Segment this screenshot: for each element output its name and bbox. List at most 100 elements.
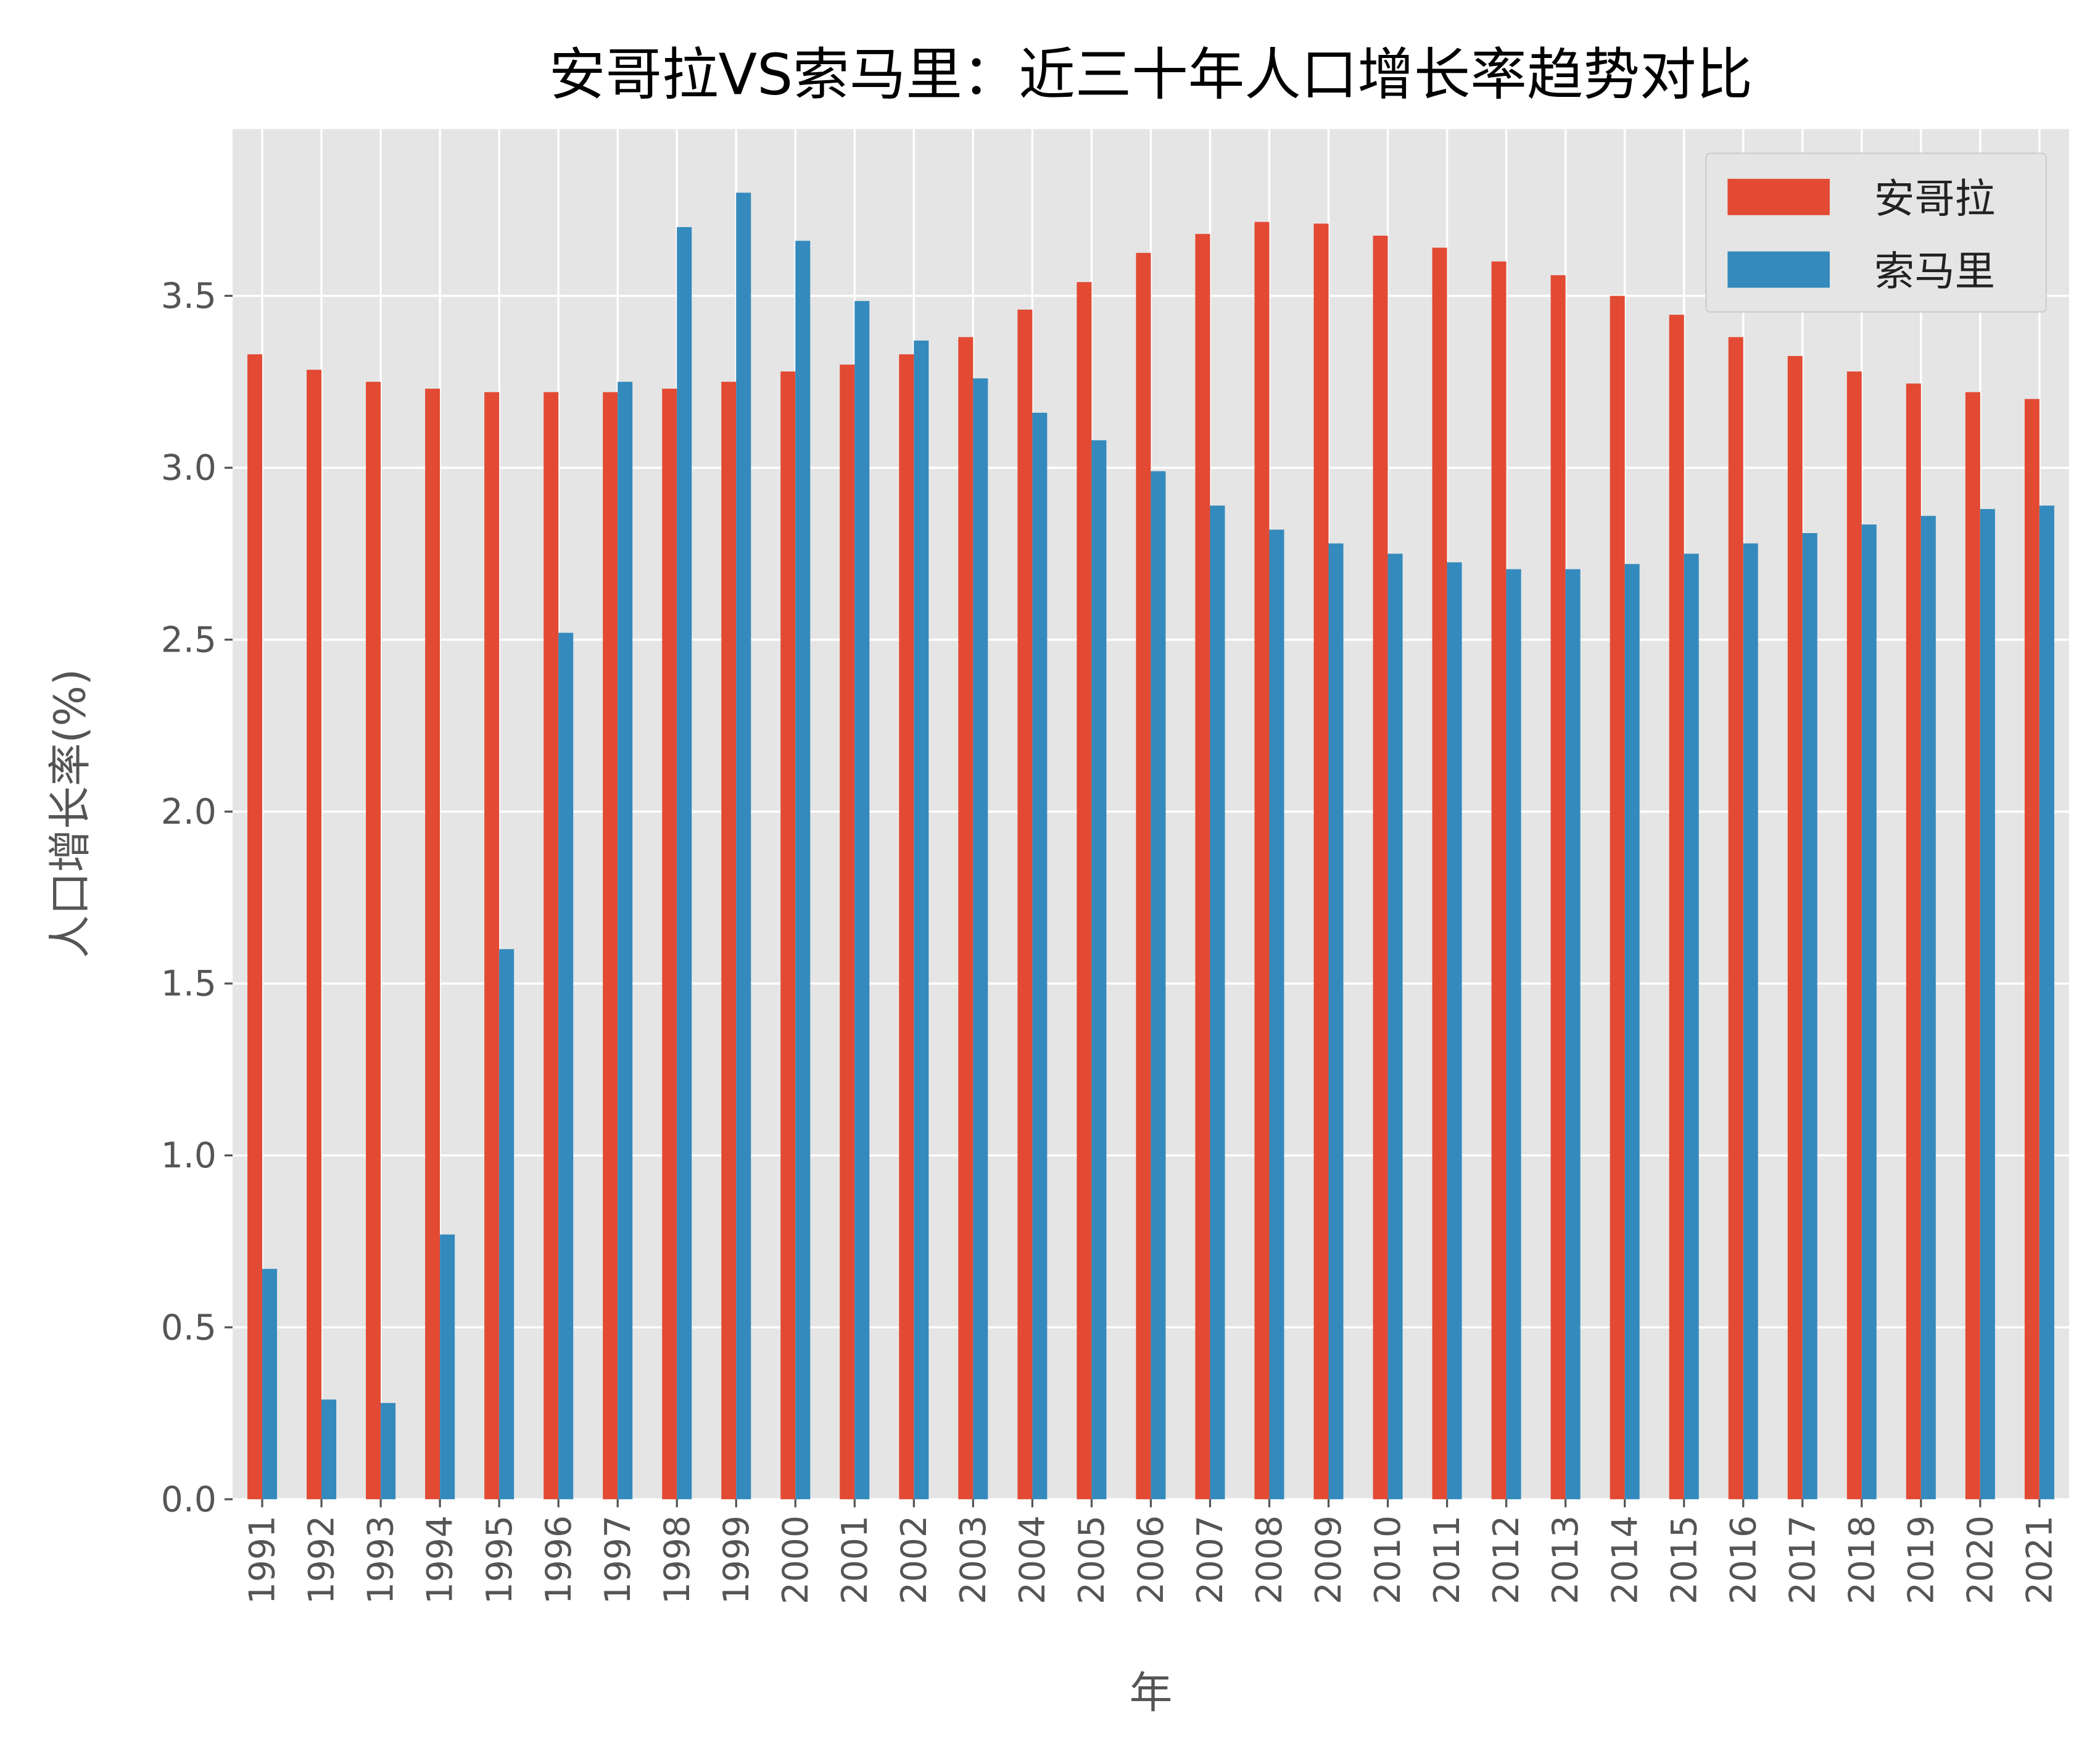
y-tick-label: 2.0 bbox=[161, 792, 217, 832]
y-tick-label: 3.0 bbox=[161, 448, 217, 489]
y-tick-label: 0.0 bbox=[161, 1479, 217, 1520]
bar-somalia-2013 bbox=[1565, 569, 1581, 1499]
bar-somalia-1997 bbox=[618, 381, 633, 1499]
bar-somalia-2021 bbox=[2039, 505, 2054, 1499]
x-tick-label: 1994 bbox=[420, 1515, 461, 1604]
bar-angola-2007 bbox=[1195, 234, 1210, 1499]
bar-angola-2014 bbox=[1610, 296, 1625, 1499]
bar-angola-2006 bbox=[1136, 252, 1151, 1499]
x-tick-label: 1999 bbox=[716, 1515, 757, 1604]
bar-angola-1997 bbox=[603, 392, 618, 1499]
bar-angola-2021 bbox=[2024, 399, 2040, 1499]
bar-angola-2016 bbox=[1728, 337, 1743, 1499]
x-tick-label: 2010 bbox=[1368, 1515, 1408, 1604]
legend-label-somalia: 索马里 bbox=[1874, 248, 1995, 295]
bar-somalia-2003 bbox=[973, 378, 988, 1499]
bar-somalia-2015 bbox=[1684, 553, 1699, 1499]
x-tick-label: 1992 bbox=[302, 1515, 342, 1604]
bar-somalia-2017 bbox=[1802, 532, 1817, 1499]
x-tick-label: 2009 bbox=[1308, 1515, 1349, 1604]
bar-somalia-2005 bbox=[1091, 440, 1107, 1499]
bar-angola-1998 bbox=[662, 388, 677, 1499]
x-tick-label: 2018 bbox=[1842, 1515, 1882, 1604]
bar-somalia-1995 bbox=[499, 949, 515, 1499]
x-tick-label: 1995 bbox=[479, 1515, 520, 1604]
x-tick-label: 1996 bbox=[539, 1515, 579, 1604]
bars bbox=[247, 193, 2054, 1499]
bar-angola-2001 bbox=[840, 364, 855, 1499]
x-tick-label: 2006 bbox=[1131, 1515, 1172, 1604]
x-tick-label: 2007 bbox=[1190, 1515, 1231, 1604]
x-tick-label: 2013 bbox=[1545, 1515, 1586, 1604]
bar-somalia-2019 bbox=[1920, 516, 1936, 1499]
bar-angola-2011 bbox=[1432, 247, 1447, 1499]
bar-somalia-1999 bbox=[736, 193, 751, 1499]
y-tick-label: 3.5 bbox=[161, 276, 217, 317]
bar-angola-2000 bbox=[780, 371, 796, 1499]
x-tick-label: 2019 bbox=[1901, 1515, 1941, 1604]
bar-somalia-2007 bbox=[1210, 505, 1225, 1499]
x-tick-label: 2005 bbox=[1072, 1515, 1112, 1604]
x-tick-label: 2014 bbox=[1605, 1515, 1645, 1604]
y-tick-label: 1.5 bbox=[161, 964, 217, 1004]
x-tick-label: 2017 bbox=[1782, 1515, 1823, 1604]
x-tick-label: 2004 bbox=[1012, 1515, 1053, 1604]
bar-somalia-2016 bbox=[1743, 543, 1758, 1499]
x-tick-label: 2000 bbox=[775, 1515, 816, 1604]
x-tick-label: 2020 bbox=[1960, 1515, 2001, 1604]
x-tick-label: 2016 bbox=[1723, 1515, 1764, 1604]
bar-somalia-2002 bbox=[914, 340, 929, 1499]
bar-somalia-1994 bbox=[440, 1234, 455, 1499]
bar-angola-2010 bbox=[1373, 235, 1388, 1499]
bar-angola-2013 bbox=[1550, 275, 1566, 1499]
bar-angola-1991 bbox=[247, 354, 263, 1499]
bar-somalia-2012 bbox=[1506, 569, 1521, 1499]
bar-angola-2004 bbox=[1017, 309, 1033, 1499]
bar-angola-2018 bbox=[1846, 371, 1862, 1499]
bar-somalia-1992 bbox=[321, 1399, 337, 1499]
bar-angola-1992 bbox=[307, 370, 322, 1499]
bar-somalia-2006 bbox=[1151, 471, 1166, 1499]
bar-somalia-2018 bbox=[1861, 524, 1877, 1499]
bar-angola-2012 bbox=[1491, 261, 1507, 1499]
y-tick-label: 0.5 bbox=[161, 1307, 217, 1348]
bar-somalia-1993 bbox=[381, 1402, 396, 1499]
legend-swatch-somalia bbox=[1727, 251, 1830, 288]
bar-angola-1999 bbox=[721, 381, 737, 1499]
bar-somalia-1998 bbox=[677, 227, 692, 1499]
bar-somalia-2001 bbox=[854, 300, 870, 1499]
bar-angola-1996 bbox=[544, 392, 559, 1499]
bar-somalia-1996 bbox=[558, 632, 574, 1499]
bar-angola-2002 bbox=[899, 354, 914, 1499]
bar-angola-2009 bbox=[1313, 223, 1329, 1499]
bar-somalia-2000 bbox=[795, 241, 811, 1499]
bar-somalia-2009 bbox=[1328, 543, 1344, 1499]
bar-somalia-2004 bbox=[1032, 412, 1048, 1499]
x-tick-label: 2012 bbox=[1486, 1515, 1527, 1604]
bar-angola-2008 bbox=[1254, 222, 1270, 1499]
x-axis-label: 年 bbox=[1130, 1668, 1173, 1718]
x-tick-label: 2011 bbox=[1427, 1515, 1468, 1604]
x-tick-label: 2021 bbox=[2019, 1515, 2060, 1604]
y-axis-label: 人口增长率(%) bbox=[45, 669, 95, 958]
bar-angola-1993 bbox=[366, 381, 381, 1499]
bar-somalia-2011 bbox=[1447, 562, 1462, 1499]
x-ticks: 1991 1992 1993 1994 1995 1996 1997 1998 1999 2000… bbox=[242, 1499, 2060, 1604]
bar-angola-2020 bbox=[1965, 392, 1980, 1499]
bar-angola-2003 bbox=[958, 337, 974, 1499]
x-tick-label: 2015 bbox=[1664, 1515, 1705, 1604]
bar-somalia-2010 bbox=[1387, 553, 1403, 1499]
legend-label-angola: 安哥拉 bbox=[1874, 175, 1995, 222]
legend: 安哥拉 索马里 bbox=[1705, 152, 2047, 313]
bar-somalia-1991 bbox=[262, 1269, 278, 1499]
y-ticks: 0.0 0.5 1.0 1.5 2.0 2.5 3.0 3.5 bbox=[161, 276, 233, 1520]
bar-angola-2015 bbox=[1669, 315, 1684, 1499]
bar-somalia-2008 bbox=[1269, 529, 1284, 1499]
x-tick-label: 1997 bbox=[598, 1515, 639, 1604]
bar-angola-2017 bbox=[1787, 355, 1803, 1499]
bar-angola-2005 bbox=[1077, 282, 1092, 1499]
legend-swatch-angola bbox=[1727, 178, 1830, 215]
x-tick-label: 2001 bbox=[835, 1515, 875, 1604]
y-tick-label: 1.0 bbox=[161, 1135, 217, 1176]
